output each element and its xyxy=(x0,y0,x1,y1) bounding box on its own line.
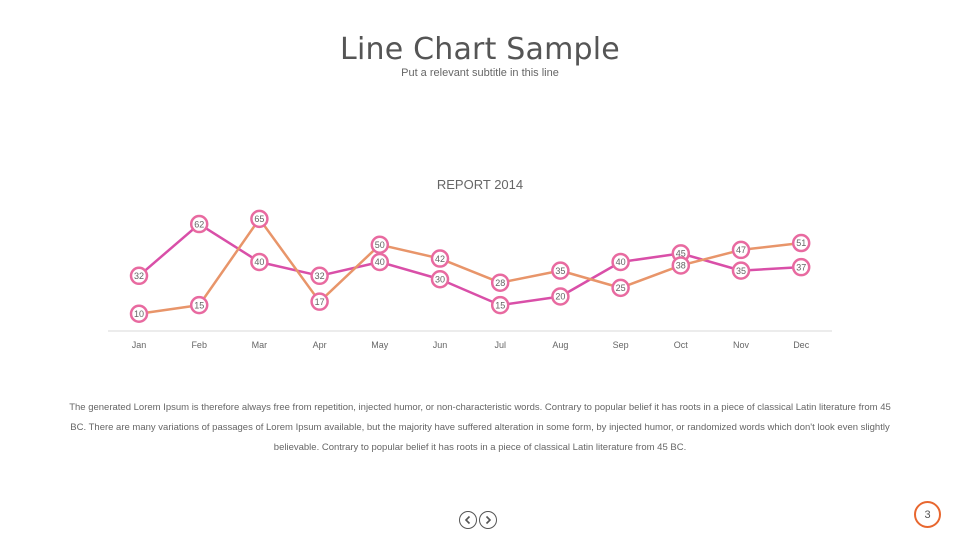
data-point xyxy=(189,295,209,315)
series-markers: 32 62 40 32 40 30 15 20 40 45 35 37 10 15 65 17 50 42 28 35… xyxy=(129,209,811,323)
series-line-2 xyxy=(138,217,802,315)
data-point xyxy=(490,295,510,315)
data-point xyxy=(791,257,811,277)
data-point xyxy=(731,261,751,280)
next-slide-button[interactable] xyxy=(479,511,497,529)
x-tick-label: Jan xyxy=(132,340,147,350)
data-point xyxy=(430,270,450,289)
x-tick-label: Oct xyxy=(674,340,689,350)
data-label: 40 xyxy=(254,257,264,267)
data-label: 42 xyxy=(435,254,445,264)
data-label: 17 xyxy=(315,297,325,307)
slide-navigation xyxy=(459,511,497,531)
data-point xyxy=(490,273,510,292)
x-tick-labels: Jan Feb Mar Apr May Jun Jul Aug Sep Oct Nov Dec xyxy=(132,340,810,350)
x-tick-label: Sep xyxy=(613,340,629,350)
chevron-right-icon xyxy=(485,515,492,525)
prev-slide-button[interactable] xyxy=(459,511,477,529)
x-tick-label: Mar xyxy=(252,340,268,350)
data-label: 51 xyxy=(796,238,806,248)
data-label: 30 xyxy=(435,274,445,284)
data-point xyxy=(551,287,570,306)
x-tick-label: Dec xyxy=(793,340,810,350)
x-tick-label: May xyxy=(371,340,389,350)
data-point xyxy=(731,240,751,260)
x-tick-label: Jun xyxy=(433,340,448,350)
data-point xyxy=(671,256,691,275)
series-line-1 xyxy=(138,222,802,307)
data-label: 32 xyxy=(315,271,325,281)
line-chart: 32 62 40 32 40 30 15 20 40 45 35 37 10 15 65 17 50 42 28 35… xyxy=(108,209,832,350)
x-tick-label: Jul xyxy=(494,340,506,350)
slide-title: Line Chart Sample xyxy=(340,32,620,67)
data-label: 40 xyxy=(375,257,385,267)
data-label: 15 xyxy=(495,300,505,310)
data-label: 50 xyxy=(375,240,385,250)
data-point xyxy=(791,233,811,253)
chevron-left-icon xyxy=(464,515,471,525)
data-point xyxy=(250,252,269,272)
data-label: 62 xyxy=(194,219,204,229)
data-point xyxy=(129,266,149,286)
data-point xyxy=(551,261,570,280)
data-label: 40 xyxy=(616,257,626,267)
data-label: 38 xyxy=(676,261,686,271)
data-point xyxy=(611,278,630,298)
body-paragraph: The generated Lorem Ipsum is therefore a… xyxy=(69,402,891,453)
data-point xyxy=(189,214,209,234)
data-label: 35 xyxy=(555,266,565,276)
data-point xyxy=(310,266,329,286)
data-label: 20 xyxy=(555,292,565,302)
data-label: 15 xyxy=(194,300,204,310)
data-point xyxy=(430,249,450,268)
data-label: 32 xyxy=(134,271,144,281)
x-tick-label: Apr xyxy=(313,340,327,350)
x-tick-label: Nov xyxy=(733,340,750,350)
data-label: 25 xyxy=(616,283,626,293)
page-number-badge: 3 xyxy=(914,501,941,528)
data-point xyxy=(250,209,269,229)
x-tick-label: Aug xyxy=(552,340,568,350)
series-lines xyxy=(138,217,802,315)
slide-subtitle: Put a relevant subtitle in this line xyxy=(401,67,559,79)
data-label: 10 xyxy=(134,309,144,319)
data-point xyxy=(611,252,630,272)
data-label: 47 xyxy=(736,245,746,255)
data-point xyxy=(370,235,390,254)
data-label: 65 xyxy=(254,214,264,224)
data-point xyxy=(129,304,149,323)
data-label: 35 xyxy=(736,266,746,276)
data-label: 37 xyxy=(796,262,806,272)
data-label: 45 xyxy=(676,249,686,259)
x-tick-label: Feb xyxy=(191,340,207,350)
data-label: 28 xyxy=(495,278,505,288)
data-point xyxy=(310,292,329,311)
chart-title: REPORT 2014 xyxy=(436,177,524,192)
